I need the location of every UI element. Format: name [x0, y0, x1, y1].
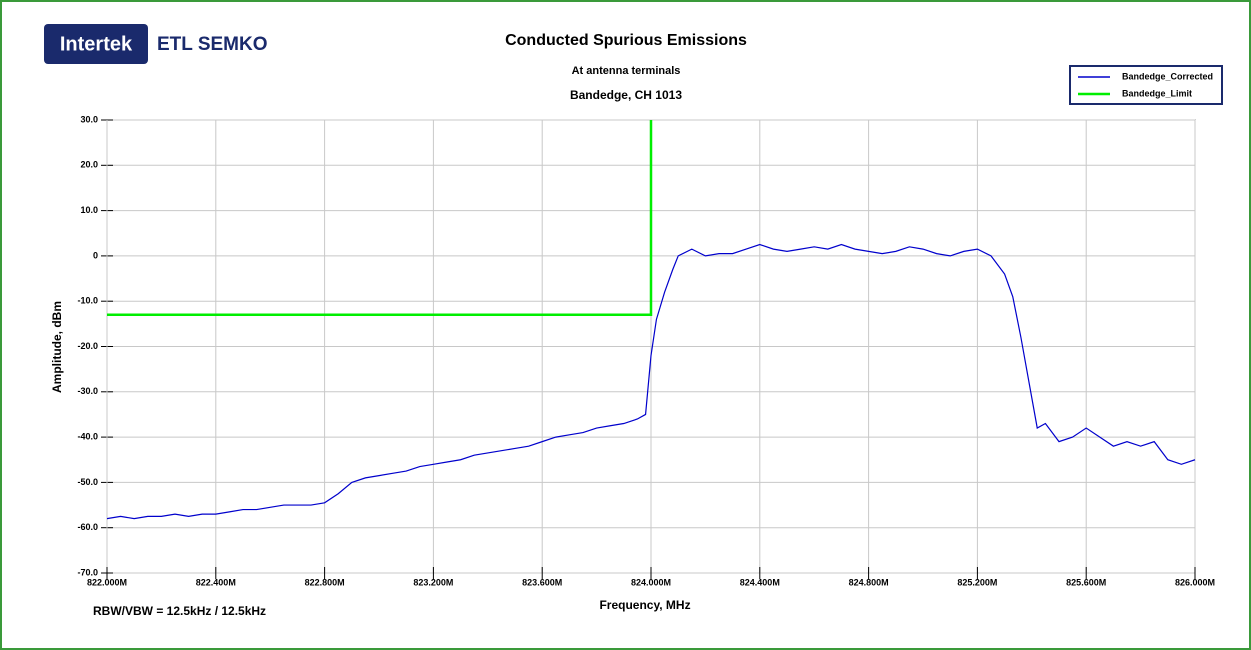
- series-line: [106, 243, 1196, 520]
- y-tick-label: -40.0: [77, 431, 98, 441]
- logo-box: [44, 24, 148, 64]
- y-tick-label: -50.0: [77, 477, 98, 487]
- y-tick-label: -30.0: [77, 386, 98, 396]
- x-tick-label: 822.800M: [305, 577, 345, 587]
- series-line: [107, 120, 653, 317]
- y-tick-label: 30.0: [80, 114, 98, 124]
- x-tick-label: 823.200M: [413, 577, 453, 587]
- subtitle: At antenna terminals: [572, 65, 681, 77]
- y-tick-label: -10.0: [77, 296, 98, 306]
- annotation: RBW/VBW = 12.5kHz / 12.5kHz: [93, 604, 266, 618]
- y-tick-label: 10.0: [80, 205, 98, 215]
- chart-title: Conducted Spurious Emissions: [505, 32, 747, 49]
- x-tick-label: 824.000M: [631, 577, 671, 587]
- logo-text: Intertek: [60, 33, 133, 55]
- x-tick-label: 822.400M: [196, 577, 236, 587]
- x-tick-label: 824.400M: [740, 577, 780, 587]
- y-tick-label: -70.0: [77, 567, 98, 577]
- y-tick-label: -20.0: [77, 341, 98, 351]
- x-tick-label: 824.800M: [849, 577, 889, 587]
- y-axis-label: Amplitude, dBm: [50, 301, 64, 393]
- x-axis-label: Frequency, MHz: [599, 598, 690, 612]
- x-tick-label: 825.600M: [1066, 577, 1106, 587]
- y-tick-label: 0: [93, 250, 98, 260]
- legend-label: Bandedge_Corrected: [1122, 71, 1213, 81]
- x-tick-label: 825.200M: [957, 577, 997, 587]
- subtitle: Bandedge, CH 1013: [570, 88, 682, 102]
- legend-label: Bandedge_Limit: [1122, 88, 1192, 98]
- x-tick-label: 826.000M: [1175, 577, 1215, 587]
- logo-text: ETL SEMKO: [157, 34, 268, 55]
- y-tick-label: 20.0: [80, 160, 98, 170]
- legend-box: [1069, 65, 1223, 105]
- y-tick-label: -60.0: [77, 522, 98, 532]
- x-tick-label: 822.000M: [87, 577, 127, 587]
- x-tick-label: 823.600M: [522, 577, 562, 587]
